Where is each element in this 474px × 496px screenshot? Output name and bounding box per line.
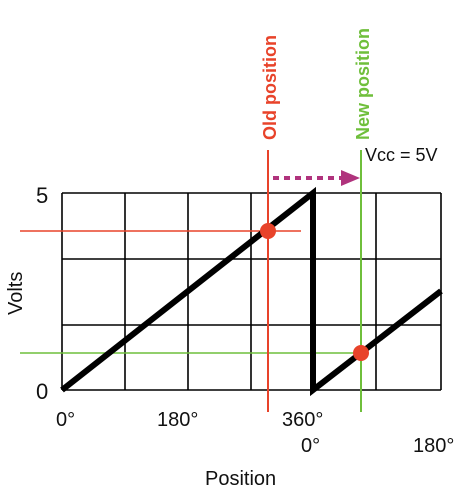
new-position-marker (353, 345, 369, 361)
y-tick-label: 0 (36, 379, 48, 404)
x-tick-label: 0° (56, 409, 75, 431)
x-tick-label: 180° (157, 409, 198, 431)
movement-arrow-head (341, 170, 360, 186)
y-axis-label: Volts (5, 272, 27, 315)
x-tick-label: 0° (301, 435, 320, 457)
old-position-marker (260, 223, 276, 239)
supply-voltage-label: Vcc = 5V (365, 145, 438, 165)
x-axis-label: Position (205, 468, 276, 490)
new-position-label: New position (353, 28, 373, 140)
grid (61, 192, 442, 391)
x-tick-label: 180° (413, 435, 454, 457)
voltage-trace (60, 186, 443, 397)
x-tick-label: 360° (282, 409, 323, 431)
old-position-label: Old position (260, 35, 280, 140)
y-tick-label: 5 (36, 183, 48, 208)
